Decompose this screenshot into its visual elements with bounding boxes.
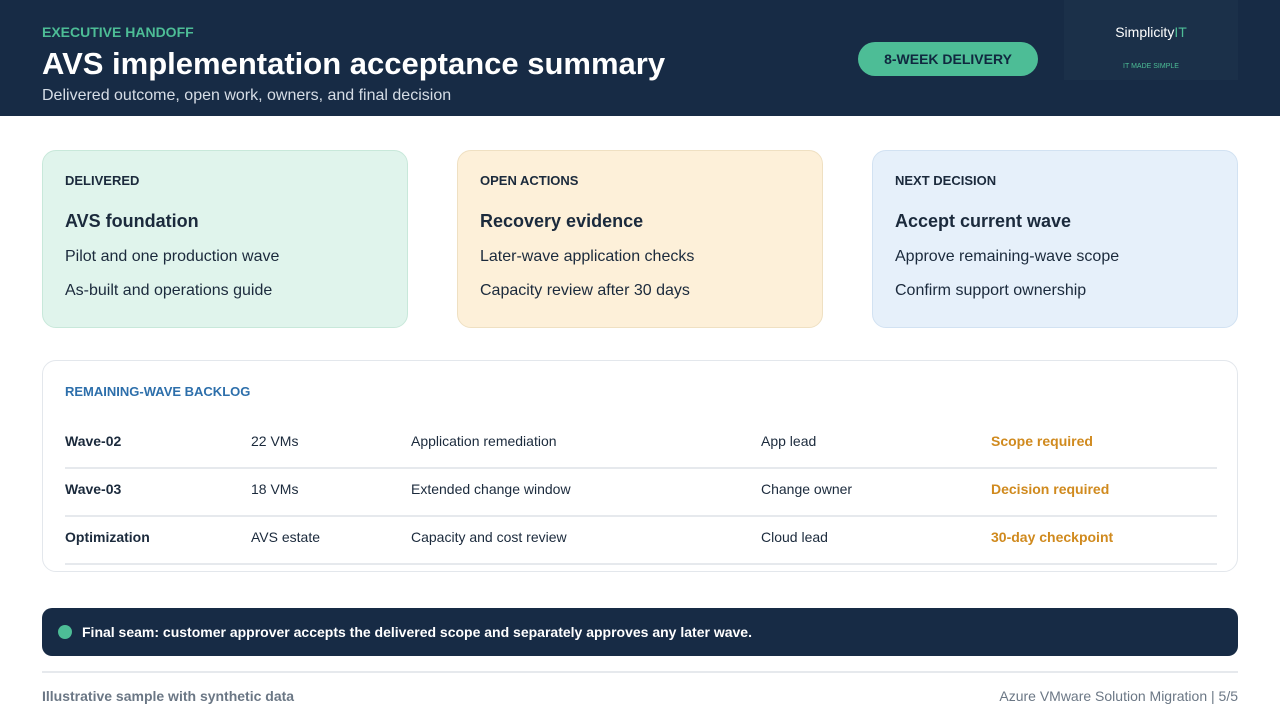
eyebrow: EXECUTIVE HANDOFF	[42, 24, 194, 40]
cell: Wave-03	[65, 481, 122, 497]
card-item: Capacity review after 30 days	[480, 282, 690, 299]
card-label: NEXT DECISION	[895, 173, 997, 188]
subtitle: Delivered outcome, open work, owners, an…	[42, 87, 452, 104]
rule	[42, 671, 1238, 673]
footer-left: Illustrative sample with synthetic data	[42, 688, 295, 704]
card-title: Accept current wave	[895, 211, 1072, 231]
table-row: Optimization AVS estate Capacity and cost …	[65, 517, 1217, 565]
backlog-table: REMAINING-WAVE BACKLOG Wave-02 22 VMs Appli…	[42, 360, 1238, 572]
cell: Cloud lead	[761, 529, 828, 545]
card: DELIVERED AVS foundation Pilot and one pro…	[42, 150, 408, 328]
card-item: Later-wave application checks	[480, 248, 695, 265]
card-item: As-built and operations guide	[65, 282, 273, 299]
card-label: OPEN ACTIONS	[480, 173, 579, 188]
cell: Application remediation	[411, 433, 557, 449]
table-row: Wave-02 22 VMs Application remediation App …	[65, 421, 1217, 469]
banner-text: Final seam: customer approver accepts th…	[82, 624, 752, 640]
cell: Extended change window	[411, 481, 571, 497]
cell: App lead	[761, 433, 817, 449]
card: OPEN ACTIONS Recovery evidence Later-wave …	[457, 150, 823, 328]
cell: Wave-02	[65, 433, 122, 449]
cell: Decision required	[991, 481, 1110, 497]
cell: Change owner	[761, 481, 853, 497]
table-row: Wave-03 18 VMs Extended change window Chang…	[65, 469, 1217, 517]
card-title: AVS foundation	[65, 211, 199, 231]
card: NEXT DECISION Accept current wave Approve …	[872, 150, 1238, 328]
logo-tagline: IT MADE SIMPLE	[1123, 63, 1179, 70]
title: AVS implementation acceptance summary	[42, 46, 666, 81]
card-item: Confirm support ownership	[895, 282, 1087, 299]
badge: 8-WEEK DELIVERY	[858, 42, 1038, 76]
card-title: Recovery evidence	[480, 211, 644, 231]
logo: SimplicityIT IT MADE SIMPLE	[1064, 0, 1238, 80]
cell: 22 VMs	[251, 433, 299, 449]
logo-name-accent: IT	[1174, 24, 1187, 40]
logo-name: Simplicity	[1115, 24, 1175, 40]
cell: Capacity and cost review	[411, 529, 567, 545]
cell: 30-day checkpoint	[991, 529, 1114, 545]
card-label: DELIVERED	[65, 173, 140, 188]
banner: Final seam: customer approver accepts th…	[42, 608, 1238, 656]
cell: AVS estate	[251, 529, 321, 545]
dot	[58, 625, 72, 639]
footer-right: Azure VMware Solution Migration | 5/5	[999, 688, 1238, 704]
cell: 18 VMs	[251, 481, 299, 497]
header: EXECUTIVE HANDOFF AVS implementation acc…	[0, 0, 1280, 116]
card-item: Approve remaining-wave scope	[895, 248, 1120, 265]
card-item: Pilot and one production wave	[65, 248, 280, 265]
table-title: REMAINING-WAVE BACKLOG	[65, 384, 251, 399]
cell: Optimization	[65, 529, 150, 545]
cell: Scope required	[991, 433, 1093, 449]
